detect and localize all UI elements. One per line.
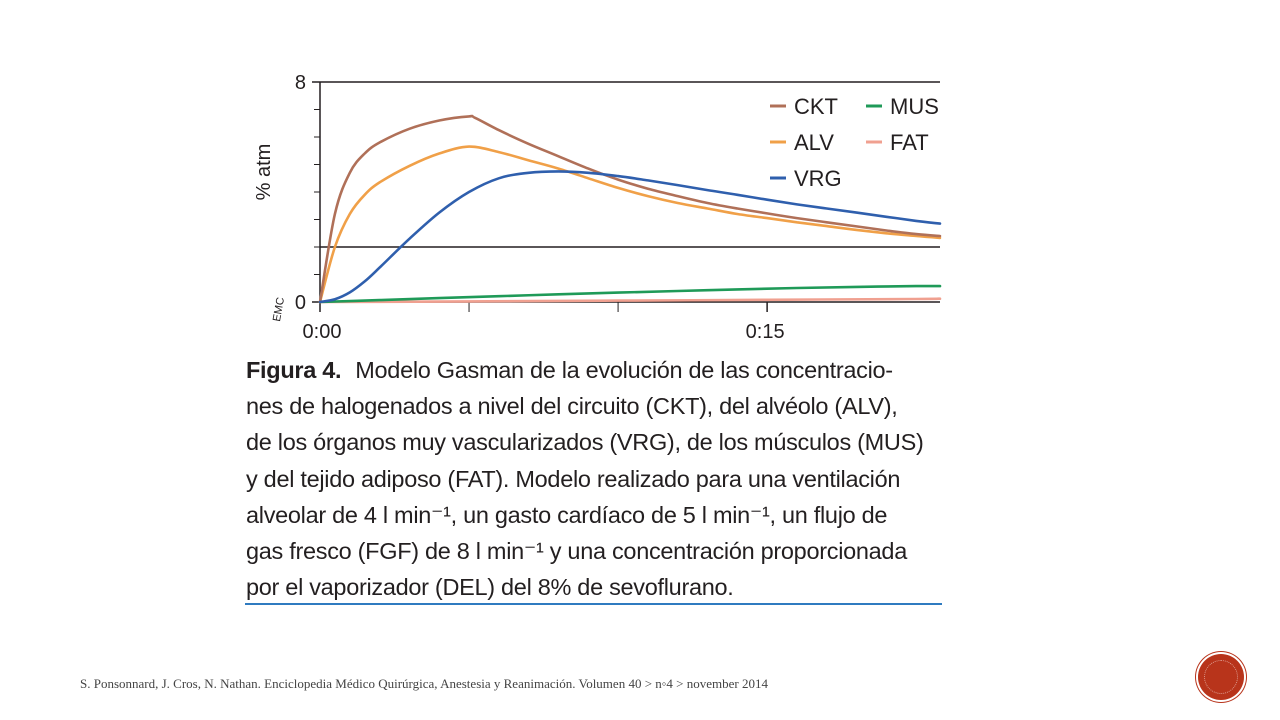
caption-line: Figura 4. Modelo Gasman de la evolución d… [246, 357, 893, 383]
caption-line: alveolar de 4 l min⁻¹, un gasto cardíaco… [246, 501, 888, 528]
y-axis-title: % atm [253, 144, 275, 201]
x-tick-label: 0:15 [746, 321, 785, 343]
series-line-fat [318, 297, 942, 304]
legend-label-alv: ALV [794, 130, 834, 155]
figure-label: Figura 4. [246, 357, 342, 383]
series-line-vrg [318, 170, 942, 304]
chart-legend: CKT ALV VRG MUS FAT [770, 94, 939, 191]
caption-line: y del tejido adiposo (FAT). Modelo reali… [246, 465, 901, 492]
legend-label-ckt: CKT [794, 94, 838, 119]
series-line-ckt [318, 114, 942, 304]
caption-divider [245, 603, 942, 605]
caption-line: de los órganos muy vascularizados (VRG),… [246, 429, 924, 456]
series-line-mus [318, 284, 942, 304]
legend-label-mus: MUS [890, 94, 939, 119]
y-tick-label: 0 [295, 292, 306, 314]
series-line-alv [318, 145, 942, 304]
caption-line: nes de halogenados a nivel del circuito … [246, 393, 898, 420]
x-tick-label: 0:00 [303, 321, 342, 343]
slide-badge-icon [1198, 654, 1244, 700]
source-citation: S. Ponsonnard, J. Cros, N. Nathan. Encic… [80, 676, 768, 691]
caption-line: gas fresco (FGF) de 8 l min⁻¹ y una conc… [246, 538, 907, 565]
caption-line: por el vaporizador (DEL) del 8% de sevof… [246, 574, 734, 601]
emc-label: EMC [271, 296, 287, 322]
y-tick-label: 8 [295, 72, 306, 94]
chart-series [318, 114, 942, 304]
legend-label-vrg: VRG [794, 166, 842, 191]
figure-caption: Figura 4. Modelo Gasman de la evolución d… [246, 352, 946, 605]
legend-label-fat: FAT [890, 130, 929, 155]
